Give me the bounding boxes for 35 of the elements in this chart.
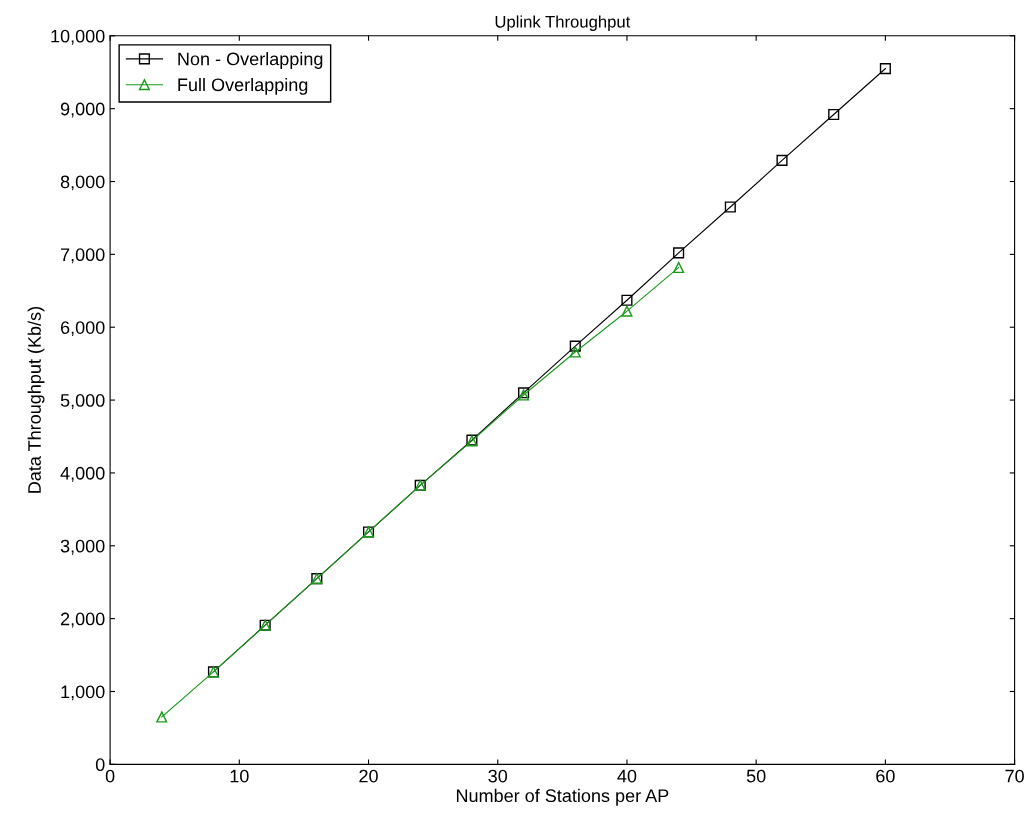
- y-tick-label: 8,000: [60, 175, 105, 191]
- point: [673, 247, 685, 259]
- y-tick-label: 7,000: [60, 248, 105, 264]
- y-tick-label: 9,000: [60, 102, 105, 118]
- x-tick-label: 10: [230, 769, 249, 783]
- point: [156, 711, 168, 723]
- x-tick-label: 70: [1005, 769, 1024, 783]
- y-tick-label: 2,000: [60, 612, 105, 628]
- chart-title: Uplink Throughput: [495, 15, 631, 31]
- x-tick-label: 50: [746, 769, 766, 783]
- point: [621, 294, 633, 306]
- point: [828, 108, 840, 121]
- y-tick-label: 0: [95, 758, 105, 772]
- point: [724, 201, 736, 213]
- point: [673, 261, 685, 274]
- x-axis-title: Number of Stations per AP: [456, 788, 669, 806]
- y-tick-label: 3,000: [60, 539, 105, 555]
- x-tick-label: 30: [488, 769, 508, 783]
- point: [776, 154, 788, 166]
- x-tick-label: 20: [359, 769, 378, 783]
- x-tick-label: 0: [105, 769, 115, 783]
- y-tick-label: 10,000: [51, 29, 105, 45]
- point: [879, 63, 891, 75]
- x-tick-label: 60: [876, 769, 895, 783]
- y-tick-label: 4,000: [60, 466, 105, 482]
- y-axis-title: Data Throughput (Kb/s): [27, 307, 45, 493]
- legend-label: Full Overlapping: [178, 77, 308, 95]
- point: [569, 346, 581, 358]
- point: [621, 305, 633, 317]
- y-tick-label: 6,000: [60, 321, 105, 337]
- y-tick-label: 5,000: [60, 394, 105, 409]
- x-tick-label: 40: [617, 769, 637, 783]
- y-tick-label: 1,000: [61, 685, 105, 701]
- legend-label: Non - Overlapping: [178, 52, 323, 69]
- point: [569, 340, 581, 352]
